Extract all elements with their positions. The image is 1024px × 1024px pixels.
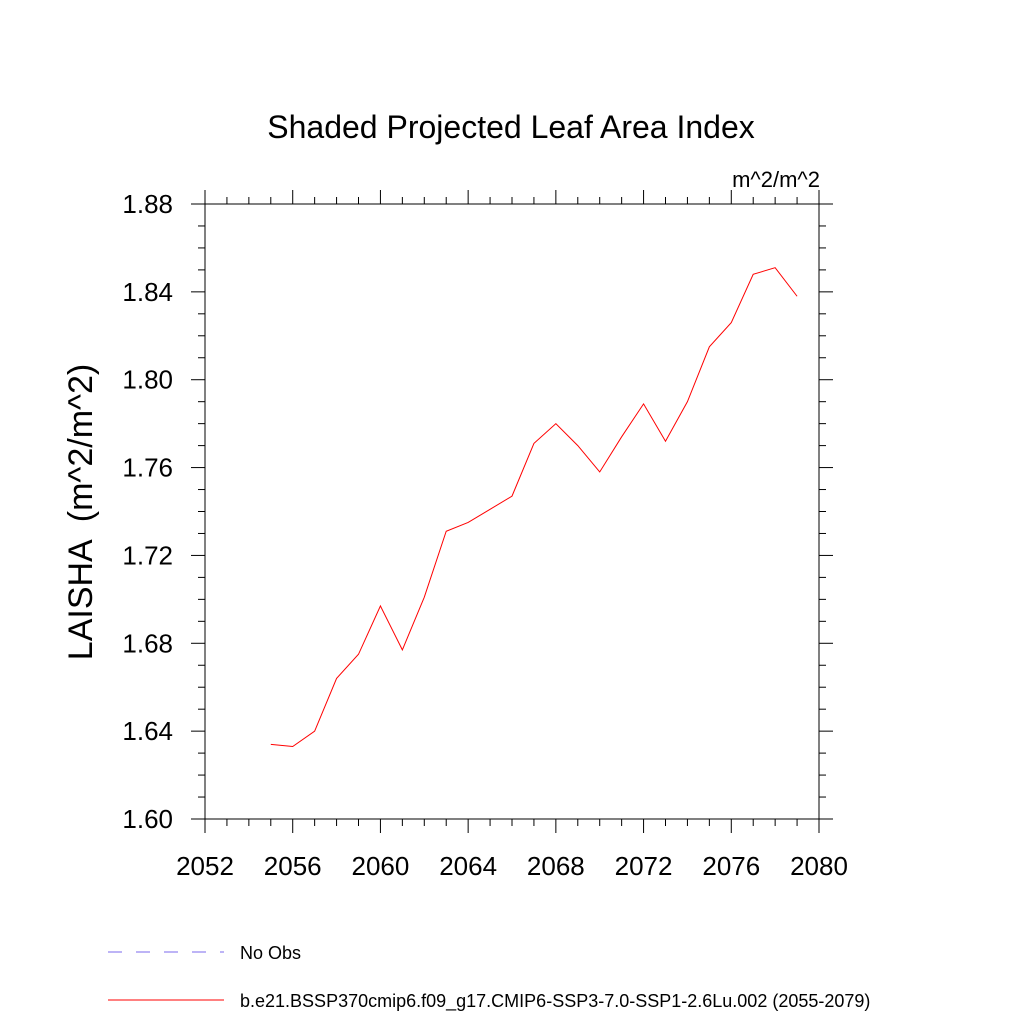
y-tick-label: 1.64	[122, 716, 173, 746]
x-tick-label: 2072	[615, 851, 673, 881]
x-tick-label: 2076	[702, 851, 760, 881]
y-axis-label: LAISHA (m^2/m^2)	[62, 364, 100, 660]
legend-label: b.e21.BSSP370cmip6.f09_g17.CMIP6-SSP3-7.…	[240, 991, 870, 1012]
series-layer	[270, 267, 798, 748]
x-tick-label: 2068	[527, 851, 585, 881]
legend-label: No Obs	[240, 943, 301, 963]
x-tick-label: 2064	[439, 851, 497, 881]
y-tick-label: 1.84	[122, 277, 173, 307]
tick-labels: 2052 2056 2060 2064 2068 2072 2076 2080 1.60 1.64…	[122, 189, 848, 881]
legend: No Obs b.e21.BSSP370cmip6.f09_g17.CMIP6-S…	[108, 943, 870, 1012]
y-tick-label: 1.60	[122, 804, 173, 834]
chart-title: Shaded Projected Leaf Area Index	[267, 109, 754, 145]
axis-ticks	[191, 190, 833, 833]
units-label: m^2/m^2	[732, 167, 820, 192]
x-tick-label: 2056	[264, 851, 322, 881]
series-line	[270, 267, 798, 748]
x-tick-label: 2052	[176, 851, 234, 881]
y-tick-label: 1.76	[122, 453, 173, 483]
y-tick-label: 1.88	[122, 189, 173, 219]
y-tick-label: 1.68	[122, 628, 173, 658]
y-tick-label: 1.72	[122, 540, 173, 570]
plot-frame	[204, 203, 820, 820]
y-tick-label: 1.80	[122, 365, 173, 395]
x-tick-label: 2080	[790, 851, 848, 881]
x-tick-label: 2060	[352, 851, 410, 881]
